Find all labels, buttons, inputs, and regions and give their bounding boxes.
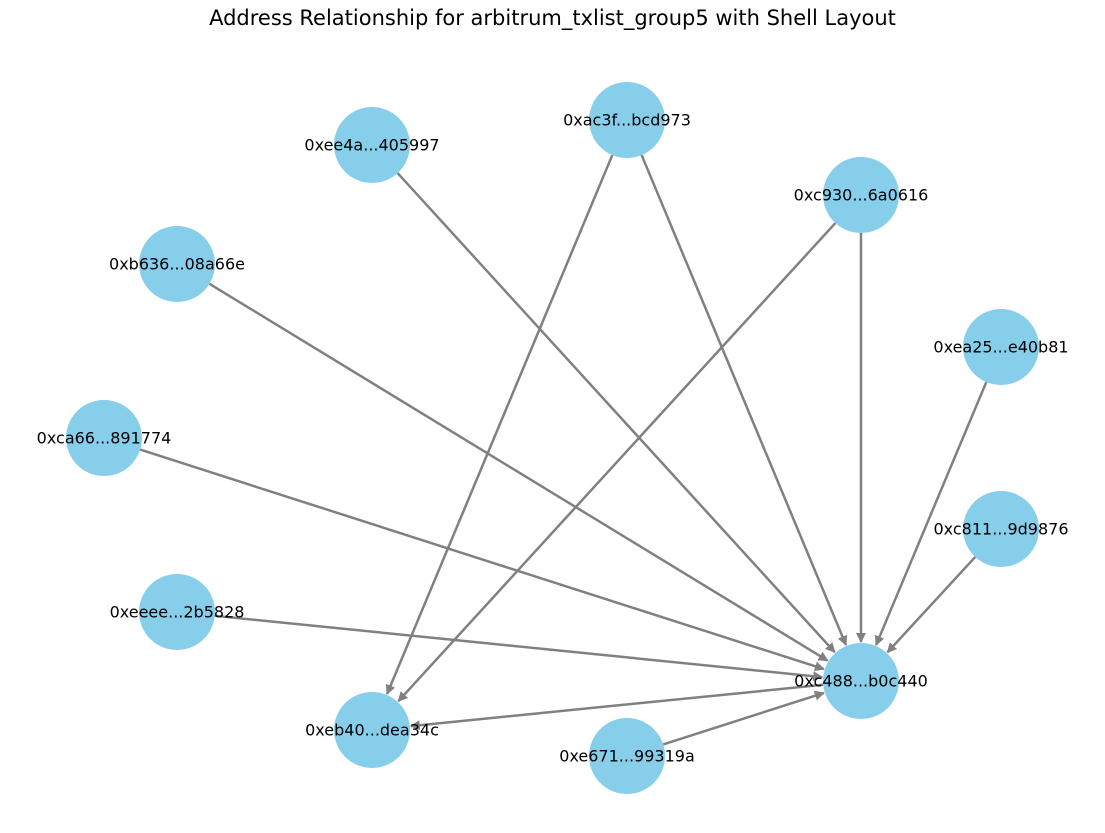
edge-0xc811-to-0xc488 (886, 556, 977, 654)
node-0xeeee: 0xeeee...2b5828 (110, 574, 245, 650)
node-label: 0xc488...b0c440 (794, 672, 928, 691)
node-label: 0xea25...e40b81 (933, 338, 1068, 357)
node-circle (589, 718, 665, 794)
node-0xac3f: 0xac3f...bcd973 (563, 82, 691, 158)
edge-0xeeee-to-0xc488 (214, 614, 824, 682)
node-label: 0xee4a...405997 (304, 136, 439, 155)
node-label: 0xc930...6a0616 (794, 186, 929, 205)
node-0xc930: 0xc930...6a0616 (794, 157, 929, 233)
node-circle (139, 226, 215, 302)
node-label: 0xca66...891774 (37, 429, 172, 448)
node-circle (139, 574, 215, 650)
node-0xca66: 0xca66...891774 (37, 400, 172, 476)
edge-0xea25-to-0xc488 (874, 381, 988, 646)
node-circle (589, 82, 665, 158)
edges-layer (139, 154, 988, 746)
node-0xb636: 0xb636...08a66e (109, 226, 245, 302)
nodes-layer: 0xac3f...bcd973 0xee4a...405997 0xc930...6… (37, 82, 1069, 794)
node-circle (334, 692, 410, 768)
node-label: 0xb636...08a66e (109, 255, 245, 274)
node-label: 0xeeee...2b5828 (110, 603, 245, 622)
node-circle (823, 157, 899, 233)
graph-title: Address Relationship for arbitrum_txlist… (209, 6, 896, 30)
node-label: 0xac3f...bcd973 (563, 111, 691, 130)
node-0xeb40: 0xeb40...dea34c (305, 692, 439, 768)
edge-0xee4a-to-0xc488 (396, 172, 836, 654)
node-0xea25: 0xea25...e40b81 (933, 309, 1069, 385)
node-circle (963, 309, 1039, 385)
node-0xe671: 0xe671...99319a (559, 718, 695, 794)
edge-0xe671-to-0xc488 (662, 690, 825, 746)
node-circle (823, 643, 899, 719)
node-0xee4a: 0xee4a...405997 (304, 107, 440, 183)
edge-0xc930-to-0xeb40 (397, 222, 837, 703)
node-0xc488: 0xc488...b0c440 (794, 643, 928, 719)
node-label: 0xc811...9d9876 (933, 520, 1068, 539)
node-circle (66, 400, 142, 476)
node-circle (963, 491, 1039, 567)
edge-0xac3f-to-0xc488 (640, 154, 848, 646)
node-label: 0xeb40...dea34c (305, 721, 439, 740)
edge-0xac3f-to-0xeb40 (385, 154, 614, 695)
node-0xc811: 0xc811...9d9876 (933, 491, 1069, 567)
edge-0xc488-to-0xeb40 (409, 683, 824, 731)
node-circle (334, 107, 410, 183)
node-label: 0xe671...99319a (559, 747, 695, 766)
edge-0xca66-to-0xc488 (139, 448, 825, 672)
edge-0xb636-to-0xc488 (208, 282, 829, 662)
